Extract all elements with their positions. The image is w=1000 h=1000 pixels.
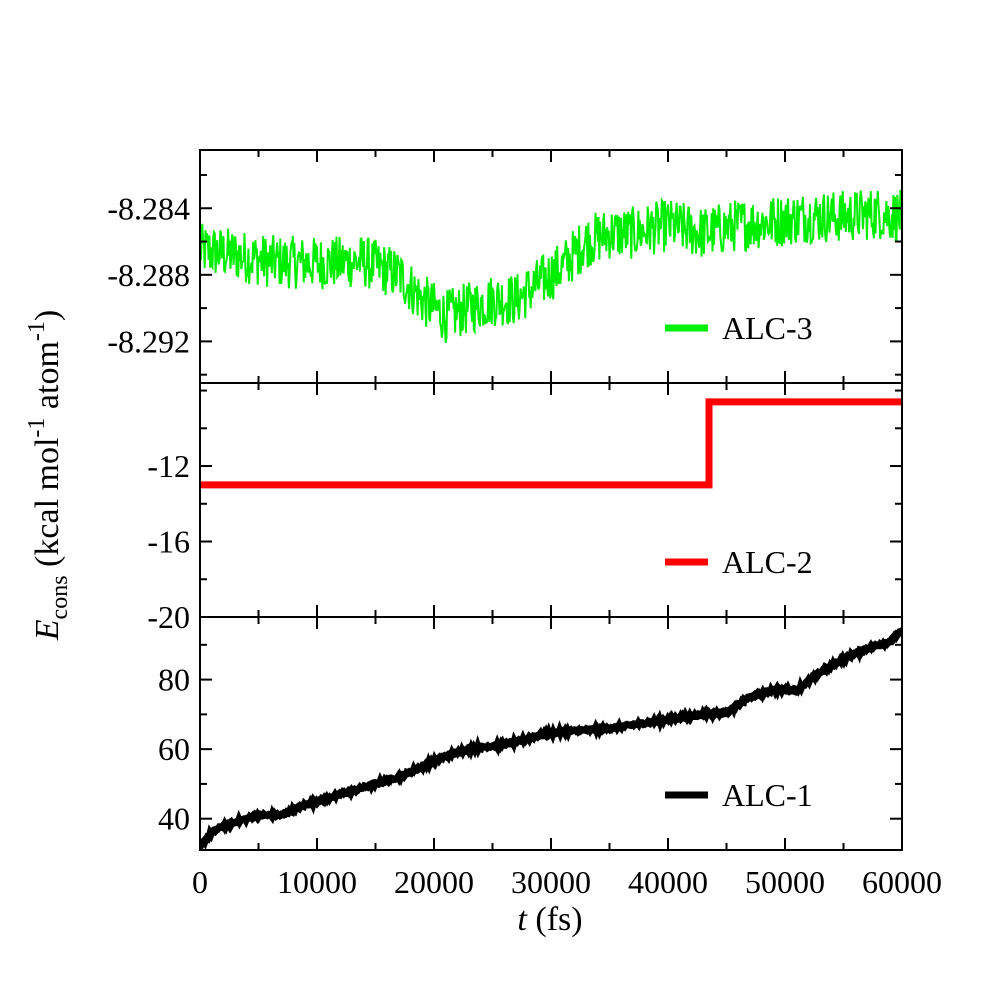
y-tick-label: 60 [158,731,190,767]
y-axis-title-var: E [29,619,66,641]
x-tick-label: 30000 [511,864,591,900]
x-tick-label: 10000 [277,864,357,900]
y-tick-label: -8.292 [107,323,190,359]
x-tick-label: 40000 [628,864,708,900]
x-axis-title-var: t [517,901,528,938]
series-line-ALC-2 [200,398,902,489]
y-tick-label: 40 [158,801,190,837]
y-axis-title-sup-a: -1 [24,418,50,438]
legend-label-ALC-2: ALC-2 [722,544,813,580]
y-axis-title-close: ) [29,310,66,321]
y-axis-title-sub: cons [47,575,73,619]
series-line-ALC-1 [200,627,902,850]
y-axis-title-sup-b: -1 [24,321,50,341]
y-axis-title-unit-b: atom [29,341,66,417]
y-tick-label: -20 [147,599,190,635]
panel-ALC-2: -12 -16 -20 ALC-2 [147,382,903,635]
y-tick-label: -12 [147,448,190,484]
panel-frame [199,382,903,618]
x-tick-label: 0 [192,864,208,900]
x-tick-label: 60000 [862,864,942,900]
panel-ALC-3: -8.284 -8.288 -8.292 ALC-3 [107,149,903,384]
legend-label-ALC-3: ALC-3 [722,310,813,346]
x-axis-title: t (fs) [517,901,582,938]
y-tick-label: -8.284 [107,190,190,226]
y-tick-label: 80 [158,662,190,698]
y-tick-label: -8.288 [107,257,190,293]
x-tick-label: 20000 [394,864,474,900]
panels: -8.284 -8.288 -8.292 ALC-3 -12 -16 -20 ALC-2 40 6… [107,149,903,851]
y-axis-title: Econs (kcal mol-1 atom-1) [24,310,73,641]
x-axis-title-unit: (fs) [527,901,583,938]
series-line-ALC-3 [200,189,902,343]
panel-ALC-1: 40 60 80 ALC-1 [158,616,903,851]
y-axis-title-unit-a: (kcal mol [29,438,66,576]
x-tick-label: 50000 [745,864,825,900]
legend-label-ALC-1: ALC-1 [722,777,813,813]
y-tick-label: -16 [147,524,190,560]
x-tick-labels: 0 10000 20000 30000 40000 50000 60000 [192,864,942,900]
